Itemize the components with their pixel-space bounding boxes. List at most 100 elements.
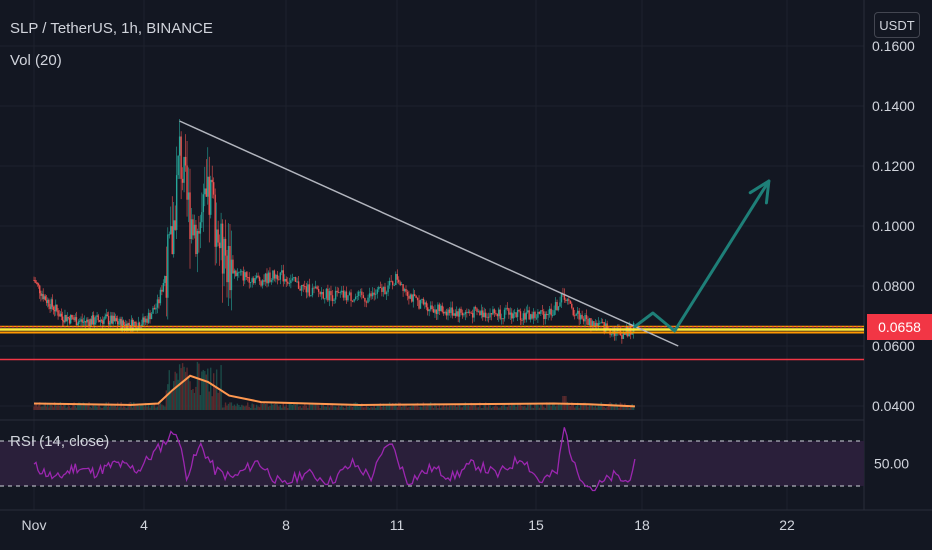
candle-body: [342, 290, 345, 298]
candle-body: [220, 223, 222, 249]
volume-bar: [113, 405, 115, 410]
candle-body: [35, 282, 37, 284]
candle-body: [411, 294, 413, 302]
volume-bar: [131, 407, 134, 410]
volume-bar: [402, 404, 404, 410]
candle-body: [59, 313, 62, 317]
volume-bar: [395, 403, 397, 410]
volume-bar: [438, 404, 441, 410]
volume-bar: [33, 406, 35, 410]
support-lines[interactable]: [0, 325, 864, 361]
volume-bar: [585, 403, 588, 410]
candle-body: [333, 299, 335, 301]
candle-body: [367, 297, 369, 303]
candle-body: [498, 309, 500, 317]
candle-body: [183, 156, 185, 183]
candle-body: [210, 179, 212, 215]
candle-body: [308, 284, 311, 296]
volume-bar: [75, 407, 78, 410]
last-price-label: 0.0658: [867, 314, 932, 340]
candle-body: [139, 327, 142, 328]
volume-bar: [588, 405, 591, 410]
candle-body: [534, 311, 536, 318]
candle-body: [356, 296, 358, 297]
volume-bar: [463, 405, 465, 410]
time-axis[interactable]: Nov 4 8 11 15 18 22: [22, 517, 795, 533]
volume-bar: [322, 404, 324, 410]
volume-bar: [49, 404, 51, 410]
projection-arrow[interactable]: [633, 179, 771, 333]
candle-body: [282, 270, 284, 282]
candle-body: [66, 317, 68, 322]
candle-body: [293, 277, 295, 279]
volume-indicator-label[interactable]: Vol (20): [10, 52, 62, 69]
candle-body: [513, 312, 516, 314]
candle-body: [170, 226, 172, 235]
candle-body: [173, 220, 175, 255]
price-axis[interactable]: 0.1600 0.1400 0.1200 0.1000 0.0800 0.0600 0.04…: [872, 38, 915, 414]
candle-body: [554, 302, 557, 311]
candle-body: [624, 333, 626, 335]
candle-body: [241, 271, 243, 273]
candle-body: [572, 307, 574, 316]
volume-bar: [214, 387, 216, 410]
candle-body: [162, 282, 165, 292]
currency-selector[interactable]: USDT: [874, 12, 920, 38]
volume-bar: [146, 406, 148, 410]
candle-body: [149, 312, 151, 320]
time-tick-label: Nov: [22, 517, 47, 533]
candle-body: [341, 290, 343, 293]
volume-bar: [527, 403, 529, 410]
volume-bar: [168, 370, 170, 410]
volume-bar: [541, 404, 544, 410]
candle-body: [153, 307, 156, 310]
candle-body: [115, 318, 118, 322]
time-tick-label: 18: [634, 517, 650, 533]
volume-bar: [175, 373, 178, 410]
candle-body: [71, 315, 73, 318]
volume-bar: [391, 403, 394, 410]
volume-bar: [224, 402, 227, 410]
candle-body: [576, 310, 579, 314]
rsi-indicator-label[interactable]: RSI (14, close): [10, 433, 110, 450]
time-tick-label: 22: [779, 517, 795, 533]
volume-bar: [498, 407, 500, 410]
volume-bar: [300, 407, 303, 410]
candle-body: [594, 322, 597, 328]
volume-bar: [480, 407, 483, 410]
volume-bar: [566, 402, 569, 410]
candle-body: [150, 313, 153, 320]
candle-body: [313, 287, 315, 289]
candle-body: [444, 311, 446, 314]
candle-body: [546, 313, 548, 316]
candle-body: [521, 320, 523, 321]
volume-bar: [126, 407, 128, 410]
volume-bar: [387, 404, 389, 410]
candle-body: [432, 309, 435, 313]
candle-body: [142, 317, 144, 325]
candle-body: [362, 295, 365, 298]
descending-trendline[interactable]: [179, 120, 679, 347]
candle-body: [195, 224, 197, 255]
candle-body: [373, 292, 375, 295]
candle-body: [375, 293, 377, 295]
candle-body: [519, 311, 522, 321]
candle-body: [51, 299, 54, 307]
candle-body: [450, 307, 452, 313]
volume-bar: [448, 405, 451, 410]
candle-body: [80, 319, 82, 321]
volume-bar: [415, 403, 417, 410]
volume-bar: [512, 403, 514, 410]
volume-bar: [359, 406, 361, 410]
volume-bar: [450, 405, 452, 410]
candle-body: [413, 294, 416, 297]
volume-bar: [227, 403, 230, 410]
volume-bar: [235, 406, 237, 410]
volume-bar: [47, 404, 49, 410]
volume-bar: [258, 407, 261, 410]
candle-body: [58, 315, 60, 317]
candle-body: [233, 270, 236, 274]
volume-bar: [275, 402, 277, 410]
symbol-title[interactable]: SLP / TetherUS, 1h, BINANCE: [10, 20, 213, 37]
